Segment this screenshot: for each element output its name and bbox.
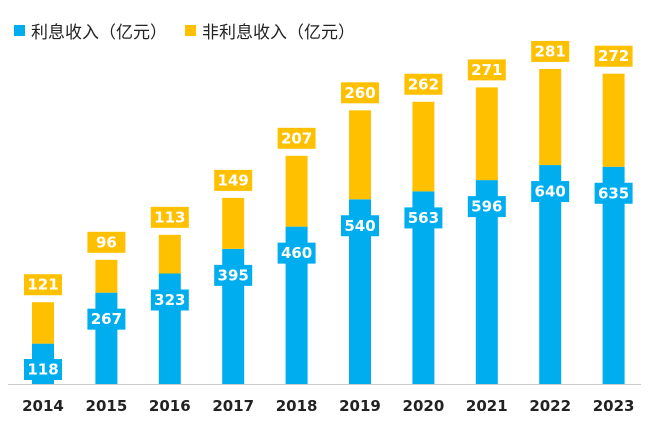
- bar-noninterest-2022: [539, 68, 562, 166]
- label-bg-noninterest-2016: [150, 206, 189, 228]
- label-interest-2017: 395: [218, 266, 249, 284]
- label-bg-interest-2015: [87, 308, 126, 330]
- legend-label-interest: 利息收入（亿元）: [31, 23, 167, 43]
- label-bg-noninterest-2019: [341, 82, 379, 104]
- bar-noninterest-2014: [32, 302, 54, 344]
- label-noninterest-2018: 207: [281, 129, 312, 147]
- x-tick-label-2020: 2020: [403, 397, 445, 415]
- label-interest-2016: 323: [154, 291, 185, 309]
- x-tick-label-2014: 2014: [22, 397, 64, 415]
- label-bg-noninterest-2015: [87, 231, 126, 253]
- bar-noninterest-2015: [95, 259, 118, 293]
- label-noninterest-2020: 262: [408, 75, 439, 93]
- x-tick-label-2022: 2022: [529, 397, 571, 415]
- bar-interest-2021: [475, 180, 498, 384]
- label-bg-interest-2022: [531, 181, 570, 203]
- label-noninterest-2016: 113: [154, 208, 185, 226]
- x-tick-label-2019: 2019: [339, 397, 381, 415]
- label-noninterest-2022: 281: [535, 42, 566, 60]
- label-interest-2020: 563: [408, 209, 439, 227]
- x-tick-label-2015: 2015: [86, 397, 128, 415]
- label-bg-noninterest-2020: [404, 73, 443, 95]
- bar-interest-2023: [602, 166, 625, 384]
- label-interest-2015: 267: [91, 310, 122, 328]
- label-bg-interest-2018: [277, 242, 316, 264]
- legend-item-interest: 利息收入（亿元）: [14, 18, 167, 43]
- legend-swatch-noninterest: [185, 25, 196, 36]
- label-interest-2021: 596: [471, 198, 502, 216]
- x-tick-label-2017: 2017: [212, 397, 254, 415]
- bar-interest-2022: [539, 165, 562, 384]
- legend: 利息收入（亿元） 非利息收入（亿元）: [14, 18, 373, 43]
- legend-label-noninterest: 非利息收入（亿元）: [202, 23, 355, 43]
- bar-noninterest-2017: [222, 197, 245, 249]
- bar-noninterest-2018: [285, 155, 308, 227]
- label-interest-2022: 640: [535, 183, 566, 201]
- legend-item-noninterest: 非利息收入（亿元）: [185, 18, 355, 43]
- label-bg-interest-2017: [214, 264, 253, 286]
- label-noninterest-2014: 121: [27, 276, 58, 294]
- label-interest-2019: 540: [344, 217, 375, 235]
- label-bg-noninterest-2021: [467, 59, 506, 81]
- label-bg-interest-2014: [24, 359, 62, 380]
- label-bg-noninterest-2023: [594, 45, 633, 67]
- label-bg-interest-2019: [341, 215, 379, 237]
- label-bg-noninterest-2022: [531, 40, 570, 62]
- label-bg-noninterest-2017: [214, 169, 253, 191]
- legend-swatch-interest: [14, 25, 25, 36]
- bar-noninterest-2023: [602, 73, 625, 167]
- bar-noninterest-2021: [475, 87, 498, 181]
- bar-interest-2018: [285, 226, 308, 384]
- label-noninterest-2015: 96: [96, 233, 117, 251]
- x-tick-label-2016: 2016: [149, 397, 191, 415]
- label-noninterest-2021: 271: [471, 61, 502, 79]
- label-bg-interest-2016: [150, 289, 189, 311]
- bar-noninterest-2016: [158, 234, 181, 274]
- bar-noninterest-2020: [412, 101, 435, 192]
- label-interest-2023: 635: [598, 184, 629, 202]
- label-bg-interest-2020: [404, 207, 443, 229]
- label-bg-noninterest-2018: [277, 127, 316, 149]
- bar-noninterest-2019: [349, 110, 371, 200]
- label-bg-noninterest-2014: [24, 274, 62, 296]
- x-tick-label-2023: 2023: [593, 397, 635, 415]
- label-noninterest-2017: 149: [218, 171, 249, 189]
- label-interest-2014: 118: [27, 361, 58, 379]
- bar-interest-2015: [95, 292, 118, 384]
- x-tick-label-2021: 2021: [466, 397, 508, 415]
- label-interest-2018: 460: [281, 244, 312, 262]
- label-bg-interest-2023: [594, 182, 633, 204]
- label-noninterest-2019: 260: [344, 84, 375, 102]
- label-bg-interest-2021: [467, 196, 506, 218]
- bar-interest-2020: [412, 191, 435, 384]
- x-tick-label-2018: 2018: [276, 397, 318, 415]
- bar-interest-2019: [349, 199, 371, 384]
- label-noninterest-2023: 272: [598, 47, 629, 65]
